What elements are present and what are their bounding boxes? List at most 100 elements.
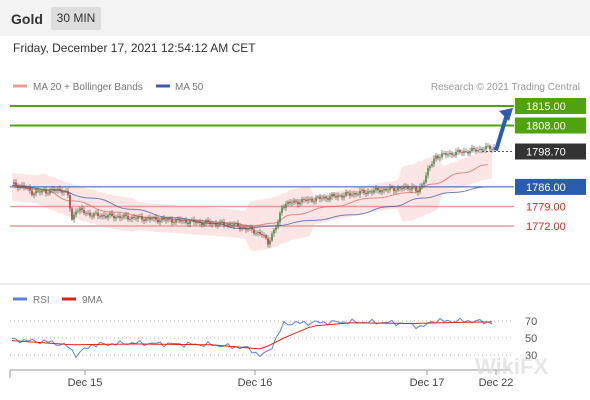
- candle-body: [261, 234, 263, 235]
- candle-body: [119, 216, 121, 218]
- candle-body: [409, 188, 411, 190]
- candle-body: [145, 218, 147, 221]
- candle-body: [169, 218, 171, 220]
- candles-layer: [13, 142, 495, 248]
- candle-body: [215, 223, 217, 226]
- candle-body: [265, 235, 267, 239]
- candle-body: [25, 187, 27, 189]
- resistance-2-label-bg: [515, 98, 586, 114]
- candle-body: [167, 218, 169, 221]
- candle-body: [259, 232, 261, 235]
- rsi-legend-label: RSI: [33, 295, 50, 306]
- candle-body: [219, 221, 221, 225]
- candle-body: [453, 154, 455, 156]
- candle-body: [441, 153, 443, 158]
- candle-body: [99, 215, 101, 217]
- candle-body: [93, 213, 95, 217]
- candle-body: [371, 191, 373, 193]
- candle-body: [411, 186, 413, 190]
- candle-body: [479, 148, 481, 150]
- candle-body: [55, 190, 57, 191]
- candle-body: [377, 187, 379, 191]
- candle-body: [209, 222, 211, 225]
- candle-body: [361, 190, 363, 191]
- candle-body: [59, 188, 61, 191]
- candle-body: [487, 145, 489, 147]
- candle-body: [247, 228, 249, 230]
- candle-body: [455, 151, 457, 156]
- candle-body: [103, 215, 105, 217]
- candle-body: [343, 195, 345, 198]
- candle-body: [305, 199, 307, 201]
- candle-body: [197, 221, 199, 223]
- candle-body: [417, 191, 419, 193]
- candle-body: [333, 194, 335, 196]
- candle-body: [421, 184, 423, 187]
- candle-body: [149, 217, 151, 220]
- candle-body: [423, 182, 425, 185]
- candle-body: [443, 153, 445, 154]
- current-price-label-bg: [515, 143, 586, 160]
- candle-body: [381, 190, 383, 193]
- candle-body: [347, 192, 349, 193]
- candle-body: [181, 220, 183, 222]
- candle-body: [387, 189, 389, 191]
- candle-body: [193, 219, 195, 222]
- bollinger-band-layer: [12, 150, 492, 252]
- timeframe-badge[interactable]: 30 MIN: [51, 7, 101, 30]
- candle-body: [203, 222, 205, 225]
- candle-body: [339, 195, 341, 197]
- candle-body: [107, 215, 109, 218]
- candle-body: [105, 216, 107, 218]
- rsi-tick-label: 70: [525, 316, 537, 328]
- candle-body: [317, 196, 319, 198]
- candle-body: [491, 149, 493, 150]
- candle-body: [331, 194, 333, 197]
- candle-body: [53, 189, 55, 191]
- candle-body: [191, 219, 193, 221]
- forecast-arrow-layer: [494, 108, 513, 152]
- candle-body: [449, 152, 451, 155]
- candle-body: [237, 223, 239, 227]
- candle-body: [147, 217, 149, 219]
- candle-body: [115, 216, 117, 219]
- candle-body: [27, 187, 29, 189]
- instrument-title: Gold: [11, 11, 43, 27]
- candle-body: [313, 201, 315, 203]
- candle-body: [241, 227, 243, 229]
- x-tick-label: Dec 17: [410, 377, 445, 389]
- candle-body: [255, 233, 257, 234]
- candle-body: [137, 216, 139, 219]
- candle-body: [31, 190, 33, 196]
- candle-body: [285, 203, 287, 208]
- candle-body: [159, 220, 161, 223]
- candle-body: [363, 190, 365, 194]
- candle-body: [13, 182, 15, 185]
- candle-body: [39, 191, 41, 193]
- x-tick-label: Dec 16: [238, 377, 273, 389]
- candle-body: [467, 151, 469, 154]
- candle-body: [243, 227, 245, 228]
- candle-body: [175, 219, 177, 223]
- candle-body: [323, 196, 325, 199]
- chart-header: Gold 30 MIN: [0, 0, 590, 36]
- candle-body: [171, 219, 173, 223]
- ma20-legend-label: MA 20 + Bollinger Bands: [33, 82, 143, 93]
- candle-body: [291, 202, 293, 204]
- watermark-text: WikiFX: [475, 354, 548, 379]
- candle-body: [489, 145, 491, 150]
- candle-body: [123, 214, 125, 218]
- candle-body: [231, 225, 233, 227]
- resistance-2-label: 1815.00: [526, 101, 566, 113]
- candle-body: [435, 155, 437, 159]
- candle-body: [459, 150, 461, 153]
- candle-body: [329, 196, 331, 200]
- candle-body: [225, 225, 227, 226]
- candle-body: [57, 188, 59, 191]
- candle-body: [407, 186, 409, 189]
- candle-body: [17, 185, 19, 189]
- candle-body: [403, 186, 405, 189]
- candle-body: [341, 195, 343, 198]
- candle-body: [281, 207, 283, 213]
- candle-body: [23, 185, 25, 188]
